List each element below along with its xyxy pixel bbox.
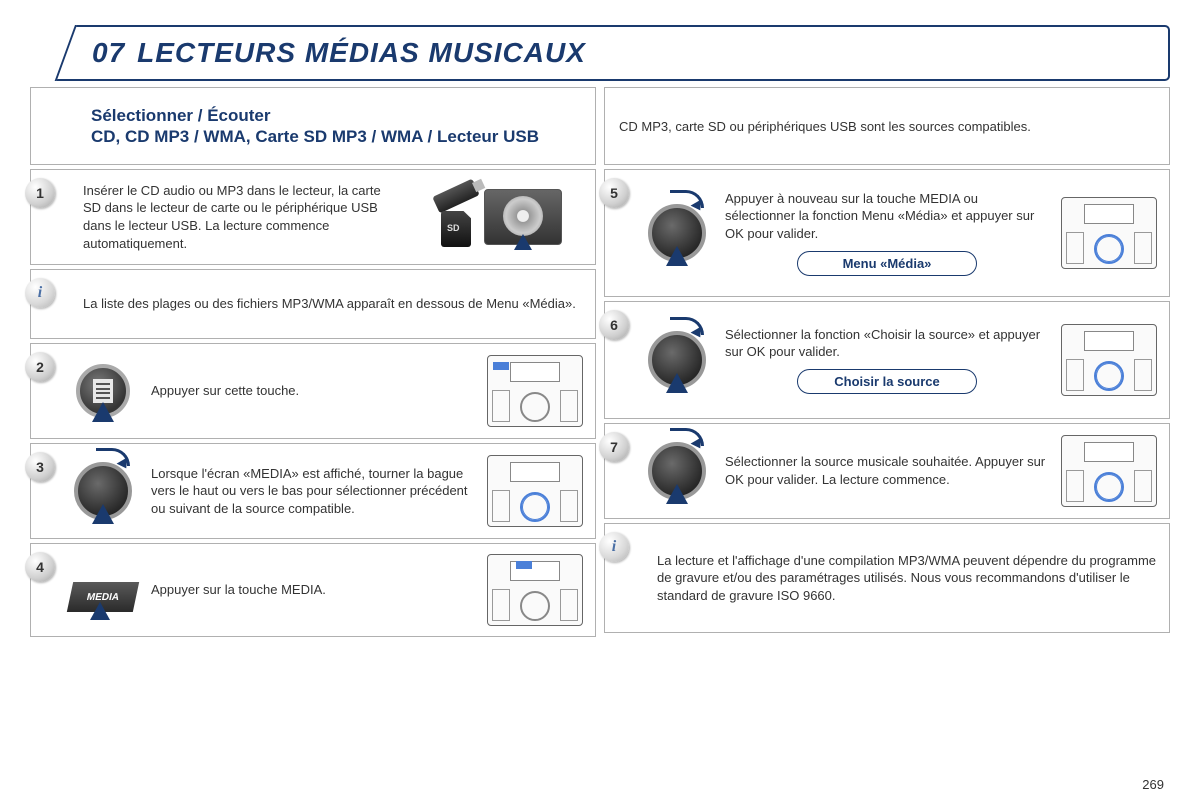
step-7: 7 Sélectionner la source musicale souhai… — [604, 423, 1170, 519]
step-4-text: Appuyer sur la touche MEDIA. — [151, 581, 475, 599]
info-box-2: i La lecture et l'affichage d'une compil… — [604, 523, 1170, 633]
subtitle-line1: Sélectionner / Écouter — [91, 105, 583, 126]
step-6: 6 Sélectionner la fonction «Choisir la s… — [604, 301, 1170, 419]
console-diagram — [487, 554, 583, 626]
dial-rotate-icon — [67, 455, 139, 527]
list-button-icon — [67, 355, 139, 427]
dial-rotate-icon — [641, 324, 713, 396]
console-diagram — [487, 455, 583, 527]
dial-rotate-icon — [641, 435, 713, 507]
page-number: 269 — [1142, 777, 1164, 792]
console-diagram — [487, 355, 583, 427]
cd-player-icon — [484, 189, 562, 245]
chapter-title-text: LECTEURS MÉDIAS MUSICAUX — [137, 37, 586, 68]
sd-card-icon — [441, 211, 471, 247]
step-5: 5 Appuyer à nouveau sur la touche MEDIA … — [604, 169, 1170, 297]
step-3-text: Lorsque l'écran «MEDIA» est affiché, tou… — [151, 465, 475, 518]
subtitle-box: Sélectionner / Écouter CD, CD MP3 / WMA,… — [30, 87, 596, 165]
step-number-badge: 1 — [25, 178, 55, 208]
step-number-badge: 2 — [25, 352, 55, 382]
console-diagram — [1061, 324, 1157, 396]
content-columns: Sélectionner / Écouter CD, CD MP3 / WMA,… — [30, 87, 1170, 637]
step-1: 1 Insérer le CD audio ou MP3 dans le lec… — [30, 169, 596, 265]
dial-rotate-icon — [641, 197, 713, 269]
step-5-text: Appuyer à nouveau sur la touche MEDIA ou… — [725, 190, 1049, 276]
step-number-badge: 5 — [599, 178, 629, 208]
step-4: 4 MEDIA Appuyer sur la touche MEDIA. — [30, 543, 596, 637]
step-6-body: Sélectionner la fonction «Choisir la sou… — [725, 327, 1040, 360]
info-box-1: i La liste des plages ou des fichiers MP… — [30, 269, 596, 339]
console-diagram — [1061, 197, 1157, 269]
right-column: CD MP3, carte SD ou périphériques USB so… — [604, 87, 1170, 637]
step-number-badge: 6 — [599, 310, 629, 340]
step-1-text: Insérer le CD audio ou MP3 dans le lecte… — [43, 182, 401, 252]
step-5-body: Appuyer à nouveau sur la touche MEDIA ou… — [725, 191, 1034, 241]
chapter-number: 07 — [92, 37, 125, 68]
menu-media-button-label: Menu «Média» — [797, 251, 977, 277]
step-3: 3 Lorsque l'écran «MEDIA» est affiché, t… — [30, 443, 596, 539]
subtitle-line2: CD, CD MP3 / WMA, Carte SD MP3 / WMA / L… — [91, 126, 583, 147]
step-number-badge: 3 — [25, 452, 55, 482]
left-column: Sélectionner / Écouter CD, CD MP3 / WMA,… — [30, 87, 596, 637]
info-2-text: La lecture et l'affichage d'une compilat… — [617, 552, 1157, 605]
info-icon: i — [25, 278, 55, 308]
usb-stick-icon — [432, 179, 479, 214]
step-6-text: Sélectionner la fonction «Choisir la sou… — [725, 326, 1049, 395]
info-1-text: La liste des plages ou des fichiers MP3/… — [43, 295, 583, 313]
chapter-heading: 07 LECTEURS MÉDIAS MUSICAUX — [92, 37, 1148, 69]
step-number-badge: 7 — [599, 432, 629, 462]
choose-source-button-label: Choisir la source — [797, 369, 977, 395]
step-2: 2 Appuyer sur cette touche. — [30, 343, 596, 439]
media-insert-icon — [413, 187, 583, 247]
step-number-badge: 4 — [25, 552, 55, 582]
top-note-text: CD MP3, carte SD ou périphériques USB so… — [619, 119, 1031, 134]
step-7-text: Sélectionner la source musicale souhaité… — [725, 453, 1049, 488]
step-2-text: Appuyer sur cette touche. — [151, 382, 475, 400]
info-icon: i — [599, 532, 629, 562]
chapter-title-bar: 07 LECTEURS MÉDIAS MUSICAUX — [30, 25, 1170, 81]
media-key-icon: MEDIA — [67, 554, 139, 626]
console-diagram — [1061, 435, 1157, 507]
top-note-box: CD MP3, carte SD ou périphériques USB so… — [604, 87, 1170, 165]
